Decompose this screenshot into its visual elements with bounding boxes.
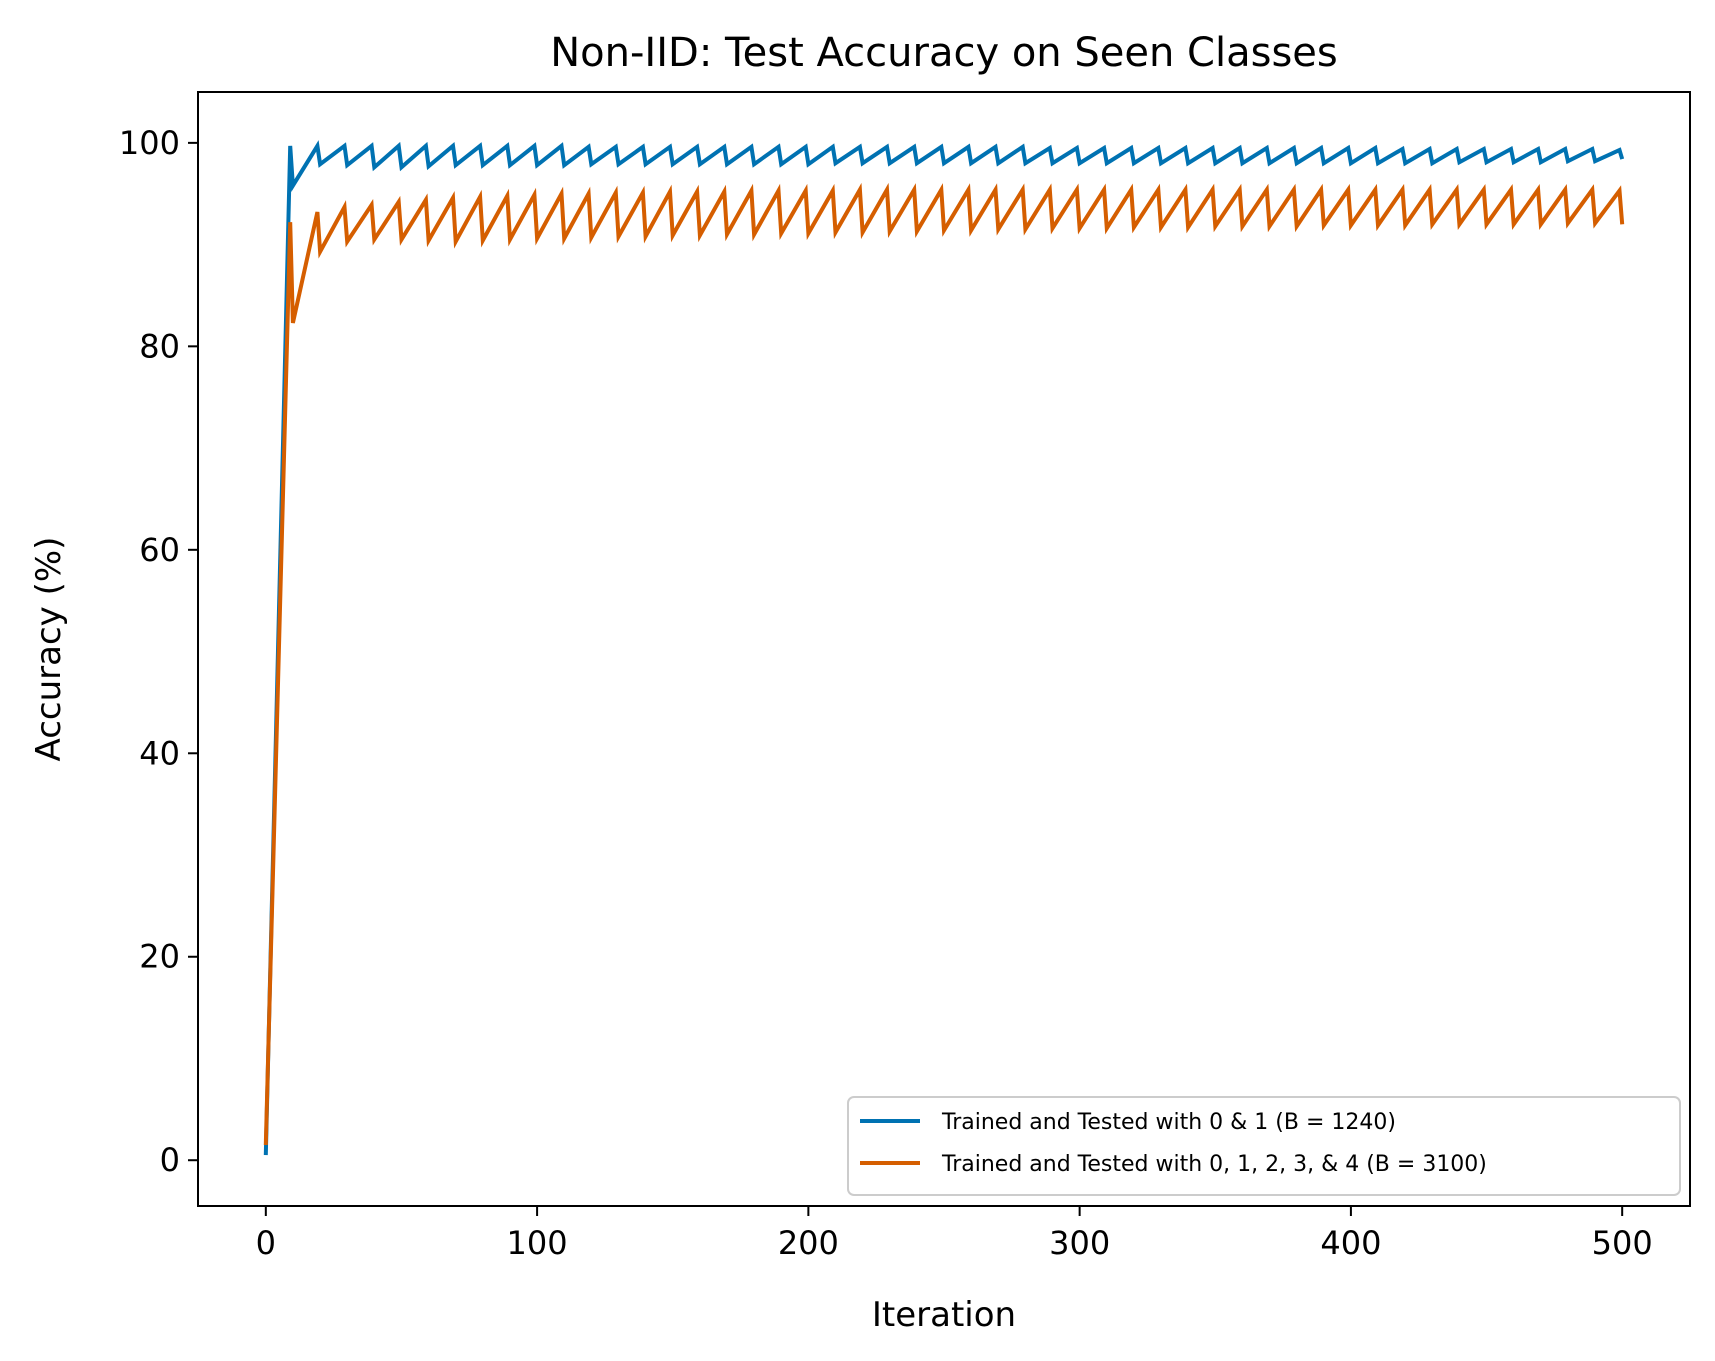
x-axis-label: Iteration [872, 1295, 1016, 1335]
series-line-1 [263, 140, 1625, 1156]
y-tick-label: 100 [119, 124, 180, 162]
x-axis-ticks: 0 100 200 300 400 500 [256, 1206, 1653, 1262]
y-tick-label: 80 [139, 327, 180, 365]
y-axis-label: Accuracy (%) [29, 537, 69, 762]
x-tick-label: 0 [256, 1224, 276, 1262]
legend-entry-series-1: Trained and Tested with 0 & 1 (B = 1240) [941, 1110, 1396, 1135]
series-line-2 [263, 182, 1625, 1146]
x-tick-label: 300 [1049, 1224, 1110, 1262]
legend: Trained and Tested with 0 & 1 (B = 1240)… [847, 1096, 1681, 1196]
legend-entry-series-2: Trained and Tested with 0, 1, 2, 3, & 4 … [941, 1152, 1487, 1177]
y-tick-label: 60 [139, 531, 180, 569]
y-tick-label: 20 [139, 938, 180, 976]
y-axis-ticks: 0 20 40 60 80 100 [119, 124, 198, 1179]
plot-frame [197, 91, 1691, 1207]
y-tick-label: 40 [139, 734, 180, 772]
x-tick-label: 500 [1592, 1224, 1653, 1262]
chart-title: Non-IID: Test Accuracy on Seen Classes [550, 30, 1337, 76]
x-tick-label: 200 [778, 1224, 839, 1262]
x-tick-label: 400 [1320, 1224, 1381, 1262]
y-tick-label: 0 [160, 1141, 180, 1179]
legend-box [847, 1096, 1681, 1196]
x-tick-label: 100 [507, 1224, 568, 1262]
series-lines [263, 140, 1625, 1156]
